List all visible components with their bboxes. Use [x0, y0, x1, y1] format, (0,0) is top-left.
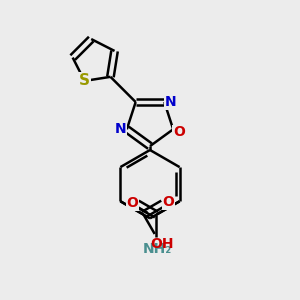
Text: O: O: [126, 196, 138, 210]
Text: OH: OH: [150, 237, 174, 251]
Text: O: O: [162, 195, 174, 209]
Text: N: N: [165, 95, 177, 109]
Text: O: O: [173, 125, 185, 139]
Text: NH₂: NH₂: [142, 242, 172, 256]
Text: N: N: [115, 122, 126, 136]
Text: S: S: [79, 74, 90, 88]
